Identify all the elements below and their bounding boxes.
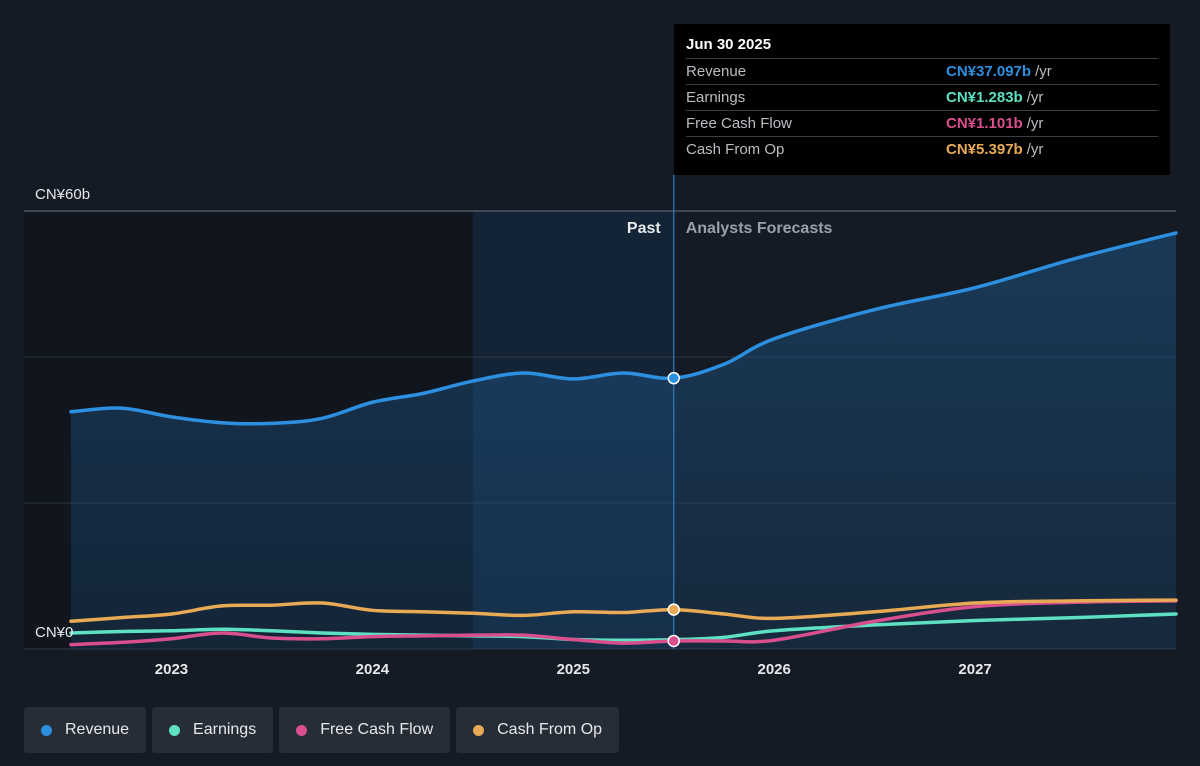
legend-label: Free Cash Flow xyxy=(320,721,434,738)
tooltip-row-revenue: Revenue CN¥37.097b /yr xyxy=(686,58,1158,84)
chart-area: CN¥60b CN¥0 2023 2024 2025 2026 2027 Past Analys… xyxy=(24,175,1178,678)
tooltip-label: Earnings xyxy=(686,89,746,106)
y-tick-label: CN¥60b xyxy=(35,186,90,203)
legend-label: Revenue xyxy=(65,721,130,738)
tooltip-value: CN¥1.101b xyxy=(946,115,1023,132)
series-line-cash-from-op xyxy=(69,598,1178,624)
legend-label: Earnings xyxy=(193,721,257,738)
y-tick-label: CN¥0 xyxy=(35,624,73,641)
legend-dot-icon xyxy=(296,724,308,736)
data-point-marker xyxy=(667,634,680,648)
series-line-revenue xyxy=(69,231,1178,426)
legend-dot-icon xyxy=(41,724,52,736)
past-label: Past xyxy=(627,220,661,237)
legend-dot-icon xyxy=(473,724,485,736)
data-point-marker xyxy=(667,603,680,616)
forecast-label: Analysts Forecasts xyxy=(686,220,833,237)
x-tick-label: 2027 xyxy=(958,661,991,678)
tooltip-unit: /yr xyxy=(1035,63,1052,80)
legend: Revenue Earnings Free Cash Flow Cash Fro… xyxy=(24,707,620,753)
tooltip-row-free-cash-flow: Free Cash Flow CN¥1.101b /yr xyxy=(686,110,1158,136)
tooltip-value: CN¥37.097b xyxy=(946,63,1032,80)
legend-item-revenue[interactable]: Revenue xyxy=(24,707,147,753)
tooltip-date: Jun 30 2025 xyxy=(686,36,772,53)
tooltip-row-earnings: Earnings CN¥1.283b /yr xyxy=(686,84,1158,110)
tooltip-unit: /yr xyxy=(1026,141,1044,158)
tooltip-label: Free Cash Flow xyxy=(686,115,792,132)
legend-item-free-cash-flow[interactable]: Free Cash Flow xyxy=(279,707,451,753)
tooltip-label: Revenue xyxy=(686,63,747,80)
legend-dot-icon xyxy=(169,724,181,736)
tooltip-label: Cash From Op xyxy=(686,141,785,158)
x-tick-label: 2026 xyxy=(757,661,790,678)
x-tick-label: 2025 xyxy=(557,661,590,678)
data-point-marker xyxy=(667,371,680,385)
legend-item-cash-from-op[interactable]: Cash From Op xyxy=(456,707,620,753)
tooltip-row-cash-from-op: Cash From Op CN¥5.397b /yr xyxy=(686,136,1158,162)
series-line-free-cash-flow xyxy=(69,599,1178,647)
x-tick-label: 2024 xyxy=(356,661,390,678)
tooltip-unit: /yr xyxy=(1026,89,1044,106)
tooltip-unit: /yr xyxy=(1026,115,1044,132)
series-area-revenue xyxy=(71,232,1176,649)
tooltip-value: CN¥1.283b xyxy=(946,89,1023,106)
x-tick-label: 2023 xyxy=(155,661,188,678)
tooltip-value: CN¥5.397b xyxy=(946,141,1023,158)
legend-label: Cash From Op xyxy=(497,721,603,738)
legend-item-earnings[interactable]: Earnings xyxy=(152,707,274,753)
tooltip: Jun 30 2025 Revenue CN¥37.097b /yr Earni… xyxy=(674,24,1170,175)
